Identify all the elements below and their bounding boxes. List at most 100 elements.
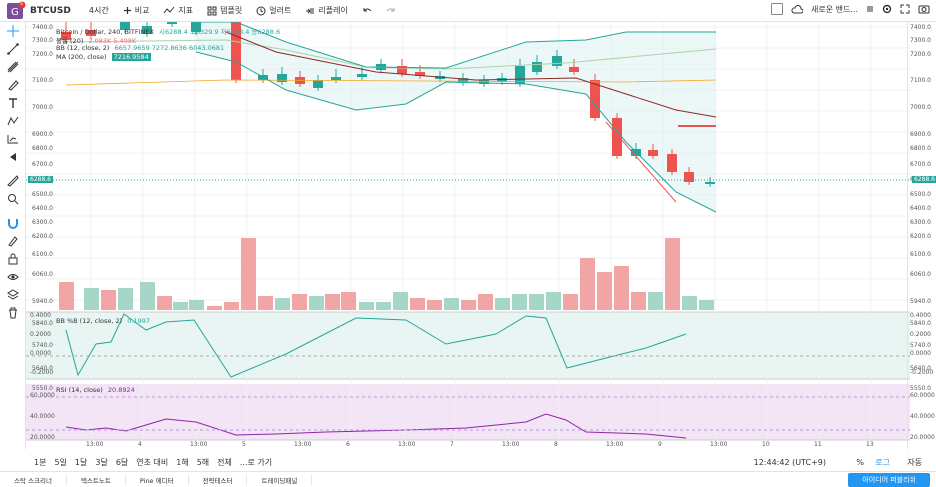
price-tick: 7000.0 (910, 104, 931, 111)
volume-bar (546, 292, 561, 310)
range-option[interactable]: 1분 (34, 457, 47, 467)
alert-button[interactable]: 얼러트 (256, 5, 291, 16)
settings-icon[interactable] (882, 4, 892, 14)
redo-button[interactable] (386, 7, 396, 15)
price-tick: 5940.0 (910, 298, 931, 305)
price-tick: 6400.0 (32, 205, 53, 212)
ma-legend-label: MA (200, close) (56, 53, 107, 61)
volume-bars (59, 238, 714, 310)
footer-tab[interactable]: 스탁 스크리너 (0, 474, 67, 485)
range-option[interactable]: 1달 (74, 457, 88, 467)
percent-toggle[interactable]: % (856, 457, 864, 467)
candle-body (684, 172, 694, 182)
undo-button[interactable] (362, 7, 372, 15)
symbol-search[interactable]: BTCUSD (30, 5, 71, 16)
main-legend: Bitcoin / Dollar, 240, BITFINEX 시6288.4 … (56, 26, 280, 36)
candle-body (357, 74, 367, 77)
clock: 12:44:42 (UTC+9) (753, 457, 826, 467)
replay-button[interactable]: 리플레이 (305, 5, 348, 16)
stay-drawing-tool[interactable] (0, 232, 26, 250)
bbb-tick: 0.4000 (910, 312, 931, 319)
brush-tool[interactable] (0, 76, 26, 94)
volume-bar (461, 300, 476, 310)
range-option[interactable]: 전체 (217, 457, 232, 467)
volume-bar (325, 294, 340, 310)
bbb-legend-value: 0.1997 (127, 317, 150, 325)
range-option[interactable]: 5해 (196, 457, 210, 467)
right-price-axis[interactable]: 7400.0 7300.0 7200.0 7100.0 7000.0 6900.0 6800… (907, 22, 936, 449)
pitchfork-tool[interactable] (0, 58, 26, 76)
candle-body (590, 80, 600, 118)
left-price-axis[interactable]: 7400.0 7300.0 7200.0 7100.0 7000.0 6900.0 6800… (26, 22, 56, 449)
layout-name[interactable]: 새로운 밴드... (811, 4, 858, 14)
crosshair-tool[interactable] (0, 22, 26, 40)
interval-select[interactable]: 4시간 (88, 6, 109, 15)
footer-tab[interactable]: Pine 에디터 (126, 474, 189, 485)
range-option[interactable]: 1해 (176, 457, 189, 467)
candle-body (479, 80, 489, 84)
trendline-tool[interactable] (0, 40, 26, 58)
ma-legend: MA (200, close) 7216.9584 (56, 53, 151, 61)
bb-legend-values: 6657.9659 7272.8636 6043.0681 (114, 44, 225, 52)
volume-bar (529, 294, 544, 310)
time-tick: 9 (658, 441, 662, 448)
zoom-tool[interactable] (0, 190, 26, 208)
magnet-tool[interactable] (0, 214, 26, 232)
templates-button[interactable]: 템플릿 (207, 5, 242, 16)
bb-legend: BB (12, close, 2) 6657.9659 7272.8636 60… (56, 44, 224, 52)
tradingview-logo[interactable]: G 5 (6, 1, 26, 21)
prediction-tool[interactable] (0, 130, 26, 148)
top-toolbar: G 5 BTCUSD 4시간 비교 지표 템플릿 얼러트 리플레이 새로운 밴드… (0, 0, 936, 22)
log-toggle[interactable]: 로그 (875, 457, 890, 467)
range-option[interactable]: 5일 (54, 457, 67, 467)
back-tool[interactable] (0, 148, 26, 166)
pattern-tool[interactable] (0, 112, 26, 130)
compare-button[interactable]: 비교 (123, 5, 149, 16)
candle-body (552, 56, 562, 66)
time-tick: 11 (814, 441, 822, 448)
price-tick: 5740.0 (32, 342, 53, 349)
volume-bar (258, 296, 273, 310)
time-tick: 13 (866, 441, 874, 448)
price-tick: 7200.0 (32, 51, 53, 58)
candle-body (167, 22, 177, 24)
range-option[interactable]: 연초 대비 (136, 457, 169, 467)
price-tick: 6200.0 (32, 233, 53, 240)
layout-button[interactable] (771, 3, 784, 15)
camera-icon[interactable] (918, 4, 930, 14)
text-tool[interactable] (0, 94, 26, 112)
candle-body (612, 118, 622, 156)
volume-legend: 볼륨 (20) 2.083K 5.498K (56, 35, 136, 45)
candle-body (191, 22, 201, 32)
delete-tool[interactable] (0, 304, 26, 322)
bb-lower-line (195, 51, 717, 213)
footer-tab[interactable]: 전략테스터 (189, 474, 248, 485)
publish-idea-button[interactable]: 아이디어 퍼블리쉬 (848, 473, 930, 487)
candle-body (705, 182, 715, 184)
drawing-toolbar (0, 22, 26, 449)
lock-tool[interactable] (0, 250, 26, 268)
volume-bar (101, 290, 116, 310)
footer-tab[interactable]: 트레이딩패널 (247, 474, 313, 485)
footer-tab[interactable]: 텍스트노트 (67, 474, 126, 485)
range-option[interactable]: 3달 (95, 457, 108, 467)
ruler-tool[interactable] (0, 172, 26, 190)
chart-canvas[interactable] (26, 22, 910, 449)
range-option[interactable]: ...로 가기 (239, 457, 273, 467)
eye-icon (7, 274, 19, 280)
more-icon[interactable] (866, 5, 874, 13)
layers-tool[interactable] (0, 286, 26, 304)
indicators-button[interactable]: 지표 (163, 5, 193, 16)
bbb-tick: 0.0000 (910, 350, 931, 357)
visibility-tool[interactable] (0, 268, 26, 286)
candle-body (120, 22, 130, 30)
candle-body (497, 78, 507, 82)
fullscreen-icon[interactable] (900, 4, 910, 14)
range-option[interactable]: 6달 (115, 457, 129, 467)
auto-toggle[interactable]: 자동 (907, 457, 922, 467)
candle-body (532, 62, 542, 72)
volume-bar (359, 302, 374, 310)
rsi-tick: 40.0000 (910, 413, 935, 420)
time-axis[interactable]: 13:00 4 13:00 5 13:00 6 13:00 7 13:00 8 13:00 9 13:0… (26, 441, 910, 451)
volume-bar (631, 292, 646, 310)
